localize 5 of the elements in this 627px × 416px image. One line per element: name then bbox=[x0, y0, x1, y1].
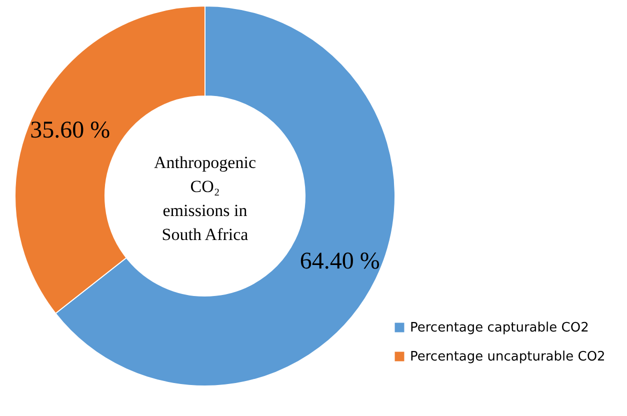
data-label: 64.40 % bbox=[300, 248, 380, 275]
legend-label: Percentage capturable CO2 bbox=[410, 320, 589, 336]
data-label: 35.60 % bbox=[30, 117, 110, 144]
text: Anthropogenic CO₂ emissions in South Africa bbox=[154, 153, 256, 244]
legend-label: Percentage uncapturable CO2 bbox=[410, 350, 606, 364]
